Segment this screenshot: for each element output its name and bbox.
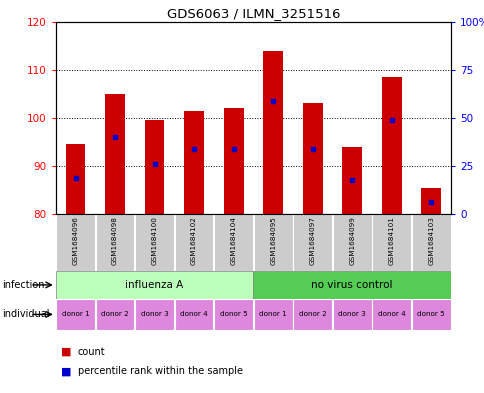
Text: GSM1684102: GSM1684102 (191, 216, 197, 265)
Bar (56, 214, 95, 271)
Text: donor 3: donor 3 (140, 311, 168, 318)
Text: donor 2: donor 2 (101, 311, 129, 318)
Bar (214, 299, 253, 330)
Text: donor 5: donor 5 (219, 311, 247, 318)
Bar (56, 299, 95, 330)
Text: donor 2: donor 2 (298, 311, 326, 318)
Bar (105, 94, 125, 214)
Bar (411, 299, 450, 330)
Text: GSM1684100: GSM1684100 (151, 216, 157, 265)
Text: GSM1684098: GSM1684098 (112, 216, 118, 265)
Bar (253, 299, 292, 330)
Bar (411, 214, 450, 271)
Text: donor 1: donor 1 (259, 311, 287, 318)
Text: ■: ■ (60, 347, 71, 357)
Text: GSM1684104: GSM1684104 (230, 216, 236, 265)
Text: donor 4: donor 4 (180, 311, 208, 318)
Bar (56, 271, 253, 299)
Bar (223, 108, 243, 214)
Bar (332, 214, 371, 271)
Text: ■: ■ (60, 366, 71, 376)
Bar (372, 214, 410, 271)
Bar (253, 214, 292, 271)
Text: count: count (77, 347, 105, 357)
Text: donor 3: donor 3 (338, 311, 365, 318)
Bar (95, 299, 134, 330)
Text: GSM1684097: GSM1684097 (309, 216, 315, 265)
Bar (174, 214, 213, 271)
Text: donor 5: donor 5 (417, 311, 444, 318)
Text: donor 1: donor 1 (61, 311, 89, 318)
Bar (184, 111, 204, 214)
Text: donor 4: donor 4 (377, 311, 405, 318)
Bar (65, 144, 85, 214)
Text: individual: individual (2, 309, 50, 320)
Bar (421, 188, 440, 214)
Bar (293, 299, 332, 330)
Bar (372, 299, 410, 330)
Bar (214, 214, 253, 271)
Title: GDS6063 / ILMN_3251516: GDS6063 / ILMN_3251516 (166, 7, 339, 20)
Bar (144, 120, 164, 214)
Text: no virus control: no virus control (311, 280, 392, 290)
Text: GSM1684096: GSM1684096 (73, 216, 78, 265)
Bar (263, 50, 283, 214)
Bar (95, 214, 134, 271)
Text: percentile rank within the sample: percentile rank within the sample (77, 366, 242, 376)
Bar (135, 214, 174, 271)
Bar (302, 103, 322, 214)
Text: influenza A: influenza A (125, 280, 183, 290)
Bar (174, 299, 213, 330)
Text: infection: infection (2, 280, 45, 290)
Text: GSM1684099: GSM1684099 (348, 216, 354, 265)
Bar (293, 214, 332, 271)
Bar (342, 147, 362, 214)
Bar (381, 77, 401, 214)
Text: GSM1684101: GSM1684101 (388, 216, 394, 265)
Bar (135, 299, 174, 330)
Text: GSM1684095: GSM1684095 (270, 216, 275, 265)
Text: GSM1684103: GSM1684103 (427, 216, 433, 265)
Bar (332, 299, 371, 330)
Bar (253, 271, 450, 299)
